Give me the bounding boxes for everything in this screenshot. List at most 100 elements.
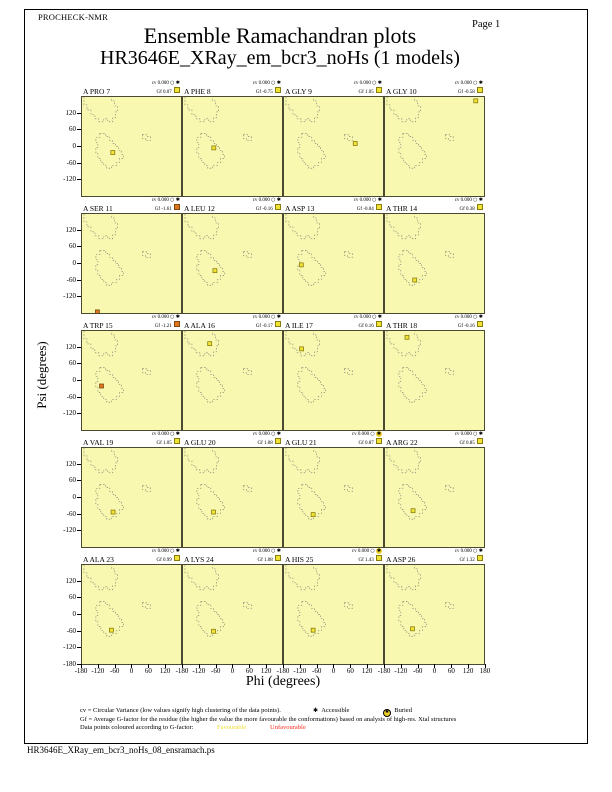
- alpha-region-outline: [398, 601, 427, 637]
- accessible-star-icon: ✱: [276, 431, 281, 437]
- x-tick-mark: [299, 664, 301, 668]
- x-tick-mark: [97, 664, 99, 668]
- data-point: [207, 341, 213, 347]
- subplot-header: A GLY 9 cv 0.000 ○ ✱ Gf 1.05: [283, 80, 384, 96]
- y-tick-mark: [77, 396, 81, 398]
- left-alpha-region-outline: [243, 602, 252, 609]
- ramachandran-plot: [384, 96, 485, 197]
- residue-label: A TRP 15: [83, 321, 113, 330]
- gf-value: Gf 0.38: [459, 207, 476, 212]
- y-tick-label: 0: [72, 259, 77, 267]
- legend-accessible: ✱ Accessible: [313, 707, 350, 714]
- plot-canvas: [285, 448, 353, 520]
- accessible-star-icon: ✱: [276, 548, 281, 554]
- gf-line: Gf -0.04: [354, 204, 382, 213]
- y-tick-label: 120: [65, 459, 77, 468]
- data-point: [211, 509, 216, 515]
- y-tick-label: 120: [65, 225, 77, 234]
- gf-value: Gf 0.85: [459, 441, 476, 446]
- gf-value: Gf 1.08: [257, 558, 274, 563]
- cv-line: cv 0.000 ○ ✱: [253, 314, 281, 321]
- beta-region-outline: [184, 565, 219, 591]
- cv-gf-block: cv 0.000 ○ ✱ Gf 0.16: [354, 314, 384, 330]
- x-tick-mark: [148, 664, 150, 668]
- beta-region-outline: [386, 565, 421, 591]
- page-title: Ensemble Ramachandran plots: [143, 23, 417, 48]
- y-tick-mark: [77, 580, 81, 582]
- y-tick-label: -60: [66, 392, 76, 401]
- x-tick-mark: [165, 664, 167, 668]
- beta-region-outline: [83, 97, 118, 123]
- cv-line: cv 0.000 ○ ✱: [455, 431, 483, 438]
- alpha-region-outline: [398, 367, 427, 403]
- gf-color-swatch: [376, 321, 382, 327]
- beta-region-outline: [184, 331, 219, 357]
- alpha-region-outline: [196, 601, 225, 637]
- beta-region-outline: [184, 448, 219, 474]
- plot-canvas: [83, 331, 151, 403]
- x-tick-label: -180: [377, 667, 391, 675]
- y-tick-mark: [77, 513, 81, 515]
- cv-value: cv 0.000: [252, 198, 272, 203]
- subplot-header: A THR 18 cv 0.000 ○ ✱ Gf -0.16: [384, 314, 485, 330]
- alpha-region-outline: [196, 484, 225, 520]
- y-tick-mark: [77, 413, 81, 415]
- gf-line: Gf 1.05: [354, 87, 382, 96]
- cv-gf-block: cv 0.000 ○ ✱ Gf -1.21: [152, 314, 182, 330]
- x-tick-label: 60: [245, 667, 253, 675]
- gf-color-swatch: [275, 204, 281, 210]
- gf-value: Gf 0.07: [156, 90, 173, 95]
- alpha-region-outline: [196, 367, 225, 403]
- gf-line: Gf 0.16: [354, 321, 382, 330]
- residue-label: A GLU 20: [184, 438, 216, 447]
- data-point: [412, 277, 418, 283]
- y-tick-label: -60: [66, 158, 76, 167]
- ramachandran-plot: [81, 564, 182, 665]
- gf-color-swatch: [376, 438, 382, 444]
- left-alpha-region-outline: [243, 134, 252, 141]
- circle-icon: ○: [473, 80, 478, 86]
- cv-value: cv 0.000: [351, 432, 371, 437]
- accessible-star-icon: ✱: [175, 314, 180, 320]
- plot-canvas: [83, 448, 151, 520]
- y-tick-label: 60: [69, 125, 76, 134]
- cv-gf-block: cv 0.000 ○ ✱ Gf -0.75: [253, 80, 283, 96]
- x-tick-label: 60: [346, 667, 354, 675]
- x-tick-label: 0: [129, 667, 134, 675]
- cv-line: cv 0.000 ○ ✱: [352, 548, 382, 555]
- data-point: [410, 508, 416, 514]
- residue-label: A ALA 16: [184, 321, 215, 330]
- beta-region-outline: [285, 331, 320, 357]
- accessible-star-icon: ✱: [313, 707, 319, 714]
- left-alpha-region-outline: [243, 251, 252, 258]
- cv-gf-block: cv 0.000 ○ ✱ Gf 0.85: [455, 431, 485, 447]
- left-alpha-region-outline: [142, 251, 151, 258]
- left-alpha-region-outline: [344, 368, 353, 375]
- gf-line: Gf -0.75: [253, 87, 281, 96]
- x-tick-label: -120: [293, 667, 307, 675]
- cv-gf-block: cv 0.000 ○ ✱ Gf -0.58: [455, 80, 485, 96]
- y-tick-mark: [77, 664, 81, 665]
- residue-label: A PHE 8: [184, 87, 211, 96]
- cv-gf-block: cv 0.000 ○ ✱ Gf 0.87: [352, 431, 384, 447]
- plot-canvas: [83, 214, 151, 313]
- gf-line: Gf 0.07: [152, 87, 180, 96]
- gf-value: Gf -1.21: [154, 324, 173, 329]
- cv-value: cv 0.000: [353, 81, 373, 86]
- accessible-star-icon: ✱: [478, 197, 483, 203]
- y-tick-label: -120: [63, 643, 76, 652]
- x-tick-label: 0: [331, 667, 336, 675]
- gf-line: Gf -1.61: [152, 204, 180, 213]
- residue-label: A ALA 23: [83, 555, 114, 564]
- app-label: PROCHECK-NMR: [38, 12, 108, 22]
- cv-value: cv 0.000: [151, 81, 171, 86]
- y-tick-label: 0: [72, 142, 77, 150]
- cv-value: cv 0.000: [353, 198, 373, 203]
- plot-canvas: [83, 97, 151, 169]
- x-tick-mark: [215, 664, 217, 668]
- residue-label: A SER 11: [83, 204, 113, 213]
- y-tick-mark: [77, 480, 81, 482]
- beta-region-outline: [285, 214, 320, 240]
- cv-line: cv 0.000 ○ ✱: [152, 197, 180, 204]
- y-tick-mark: [77, 530, 81, 532]
